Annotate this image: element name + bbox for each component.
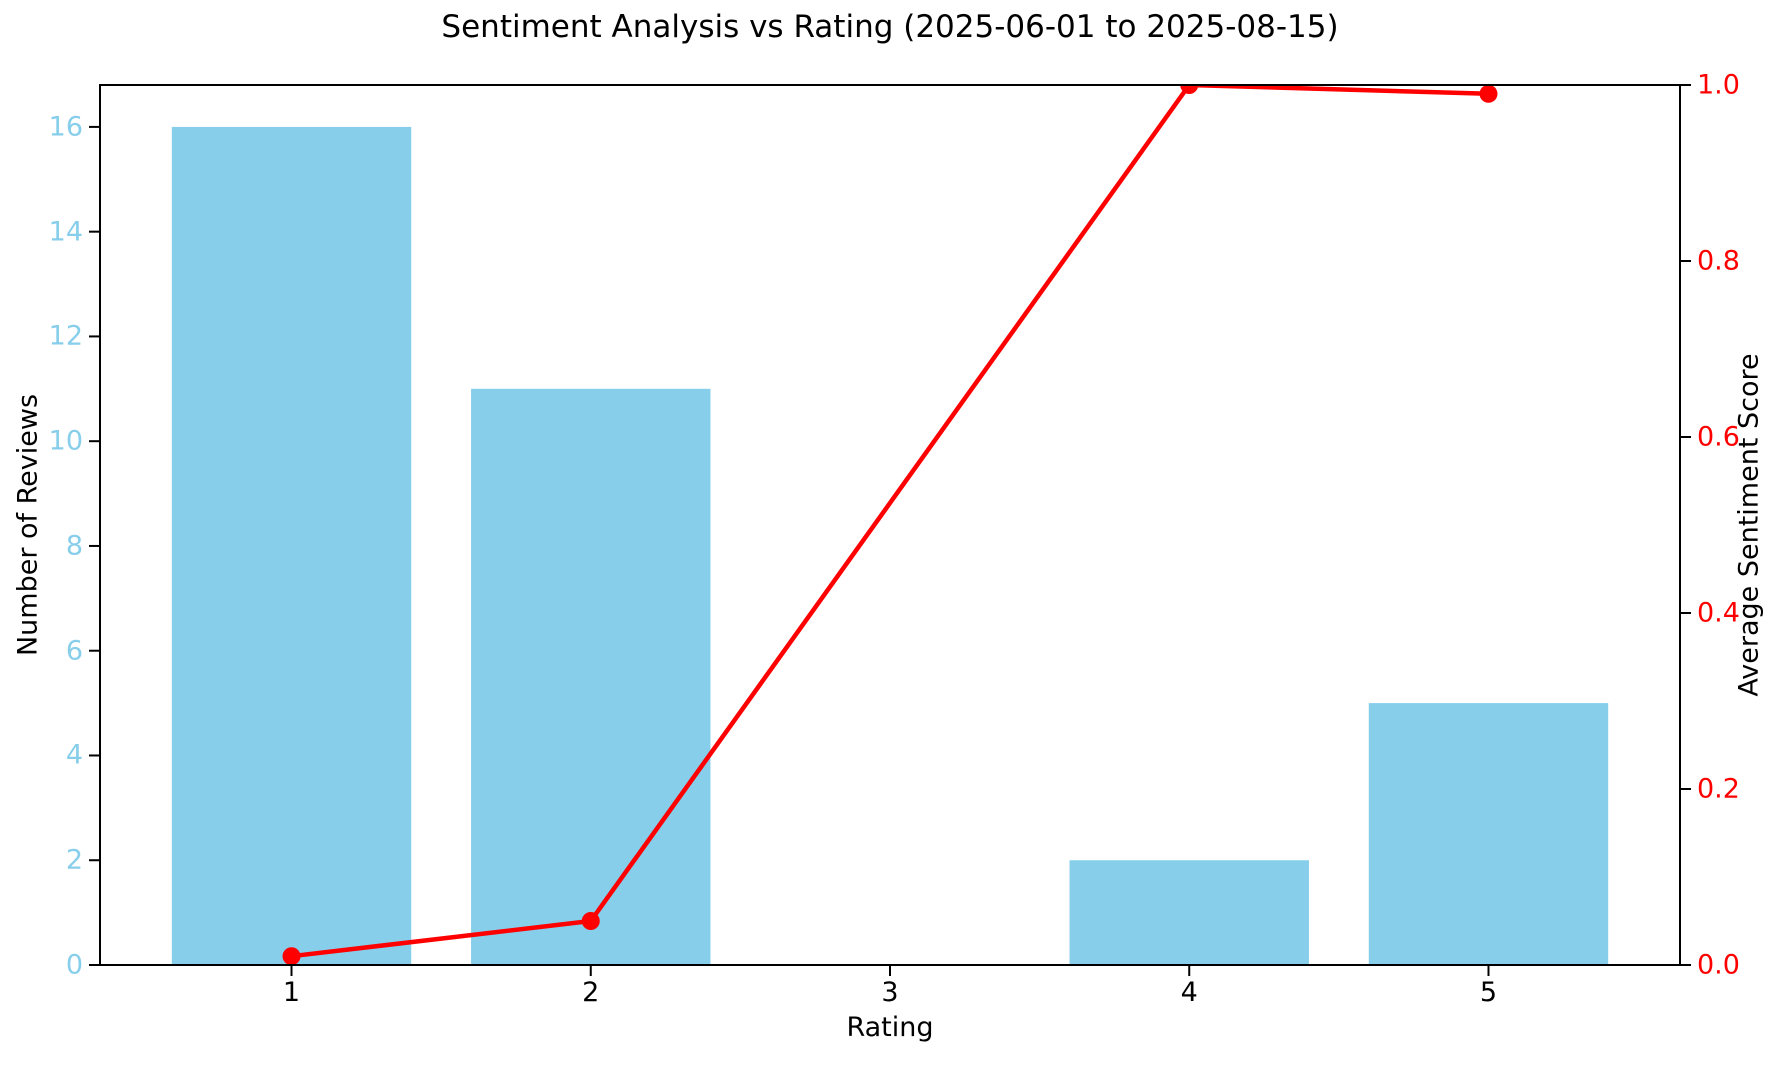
- x-tick-label-1: 1: [282, 977, 301, 1008]
- y-right-tick-label-0.4: 0.4: [1697, 597, 1740, 629]
- y-left-tick-label-8: 8: [65, 530, 83, 562]
- y-left-tick-label-4: 4: [65, 739, 83, 771]
- sentiment-marker-rating-1: [282, 947, 301, 965]
- y-right-tick-label-0.8: 0.8: [1697, 245, 1740, 277]
- bar-rating-4: [1069, 860, 1309, 965]
- y-right-tick-label-0.6: 0.6: [1697, 421, 1740, 453]
- sentiment-line: [291, 85, 1489, 959]
- y-right-tick-label-0.2: 0.2: [1697, 773, 1740, 805]
- bar-rating-5: [1368, 703, 1609, 965]
- y-left-tick-label-12: 12: [48, 320, 83, 352]
- bar-rating-2: [471, 388, 711, 965]
- sentiment-marker-rating-2: [581, 912, 600, 930]
- x-tick-label-5: 5: [1479, 977, 1498, 1008]
- y-left-tick-label-0: 0: [65, 949, 83, 981]
- sentiment-marker-rating-4: [1180, 85, 1199, 94]
- y-axis-label-left: Number of Reviews: [12, 393, 44, 657]
- y-right-tick-label-0.0: 0.0: [1697, 949, 1740, 981]
- y-left-tick-label-2: 2: [65, 844, 83, 876]
- x-tick-label-3: 3: [881, 977, 899, 1008]
- x-tick-label-4: 4: [1180, 977, 1198, 1008]
- y-left-tick-label-6: 6: [65, 635, 83, 667]
- y-right-tick-label-1.0: 1.0: [1697, 69, 1740, 101]
- sentiment-marker-rating-5: [1479, 85, 1498, 103]
- x-tick-label-2: 2: [582, 977, 600, 1008]
- bar-rating-1: [171, 126, 412, 965]
- y-left-tick-label-14: 14: [48, 216, 83, 248]
- x-axis-label: Rating: [846, 1012, 934, 1043]
- y-left-tick-label-10: 10: [48, 425, 83, 457]
- y-axis-label-right: Average Sentiment Score: [1733, 353, 1765, 697]
- y-left-tick-label-16: 16: [48, 111, 83, 143]
- chart-title: Sentiment Analysis vs Rating (2025-06-01…: [441, 9, 1339, 45]
